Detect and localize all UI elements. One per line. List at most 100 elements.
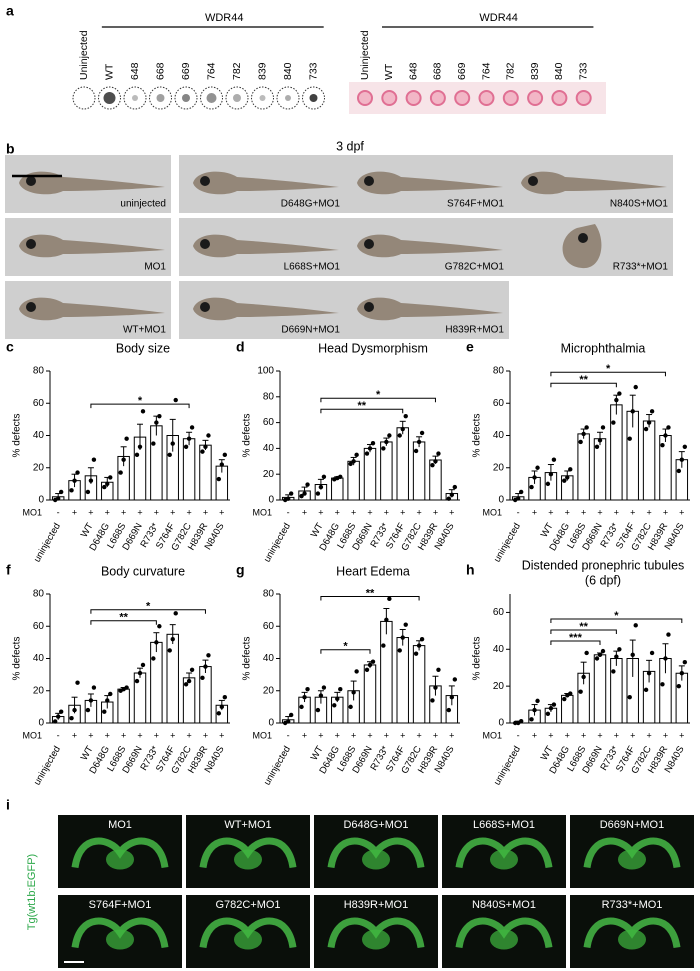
data-point: [646, 420, 652, 425]
lane-label: 669: [456, 62, 468, 80]
mo1-sign: +: [663, 730, 668, 740]
data-point: [55, 714, 61, 719]
data-point: [397, 433, 402, 438]
data-point: [676, 468, 682, 474]
data-point: [584, 425, 589, 430]
bar: [166, 633, 179, 724]
dot: [132, 95, 138, 101]
lane-label: 668: [432, 62, 444, 80]
y-tick-label: 20: [263, 685, 275, 696]
data-point: [318, 693, 324, 698]
data-point: [413, 651, 419, 656]
mo1-sign: +: [548, 507, 553, 517]
data-point: [594, 656, 600, 661]
mo1-sign: +: [433, 507, 438, 517]
fish-caption: L668S+MO1: [284, 262, 341, 273]
data-point: [663, 656, 668, 661]
y-tick-label: 60: [263, 621, 275, 632]
significance-bracket: [90, 620, 157, 625]
lane-label: 840: [553, 62, 565, 80]
glomerulus-signal: [234, 849, 262, 870]
fish-caption: S764F+MO1: [447, 199, 504, 210]
data-point: [305, 686, 310, 692]
data-point: [617, 647, 622, 652]
significance-label: *: [343, 641, 348, 653]
mo1-sign: +: [203, 507, 208, 517]
mo1-sign: +: [302, 507, 307, 517]
significance-bracket: [550, 629, 617, 634]
data-point: [666, 425, 671, 430]
data-point: [660, 682, 665, 687]
data-point: [288, 712, 294, 718]
data-point: [58, 489, 64, 495]
lane-label: WT: [103, 63, 115, 80]
data-point: [318, 484, 324, 490]
fish-body: [562, 224, 602, 269]
glomerulus-signal: [234, 929, 262, 950]
fish-caption: uninjected: [120, 199, 166, 210]
data-point: [597, 652, 603, 658]
data-point: [219, 462, 225, 467]
data-point: [646, 671, 652, 676]
data-point: [436, 451, 441, 456]
data-point: [594, 444, 600, 449]
lane-label: 764: [205, 62, 217, 80]
panel-label: d: [236, 339, 245, 355]
mo1-sign: +: [203, 730, 208, 740]
fish-caption: D648G+MO1: [281, 199, 341, 210]
dot: [156, 94, 165, 102]
significance-bracket: [320, 596, 420, 601]
lane-label: 839: [529, 62, 541, 80]
data-point: [183, 682, 189, 687]
data-point: [364, 451, 370, 456]
mo1-sign: +: [663, 507, 668, 517]
y-tick-label: 20: [493, 681, 505, 692]
x-tick-label: uninjected: [32, 744, 63, 787]
data-point: [630, 652, 635, 658]
data-point: [332, 703, 337, 708]
data-point: [649, 650, 655, 656]
image-caption: N840S+MO1: [472, 899, 536, 911]
mo1-sign: +: [630, 730, 635, 740]
glomerulus-signal: [618, 849, 646, 870]
y-tick-label: 80: [263, 589, 275, 600]
fish: [357, 297, 503, 321]
data-point: [216, 476, 222, 482]
mo1-sign: +: [137, 730, 142, 740]
y-tick-label: 60: [263, 417, 275, 428]
data-point: [299, 704, 304, 710]
panel-label: b: [6, 141, 15, 157]
fish-caption: N840S+MO1: [610, 199, 669, 210]
dot: [103, 92, 116, 104]
dot: [182, 94, 190, 102]
data-point: [614, 654, 619, 659]
bar: [675, 672, 689, 724]
mo1-sign: +: [630, 507, 635, 517]
mo1-sign: +: [121, 507, 126, 517]
data-point: [578, 689, 583, 694]
bar: [642, 420, 656, 501]
data-point: [137, 444, 143, 449]
mo1-sign: +: [581, 730, 586, 740]
data-point: [436, 667, 441, 672]
data-point: [568, 691, 573, 696]
data-point: [568, 467, 573, 472]
mo1-sign: +: [384, 730, 389, 740]
fish: [19, 234, 165, 258]
data-point: [167, 452, 172, 458]
fish-body: [193, 234, 339, 258]
y-tick-label: 60: [33, 621, 45, 632]
mo1-sign: +: [335, 507, 340, 517]
mo1-sign: +: [88, 730, 93, 740]
image-caption: L668S+MO1: [473, 819, 535, 831]
lane-label: 782: [231, 62, 243, 80]
fish-caption: MO1: [144, 262, 166, 273]
bar: [593, 654, 607, 724]
data-point: [614, 397, 619, 403]
mo1-sign: +: [449, 507, 454, 517]
bar: [363, 447, 377, 501]
data-point: [581, 674, 586, 680]
data-point: [105, 481, 110, 487]
data-point: [189, 425, 195, 430]
